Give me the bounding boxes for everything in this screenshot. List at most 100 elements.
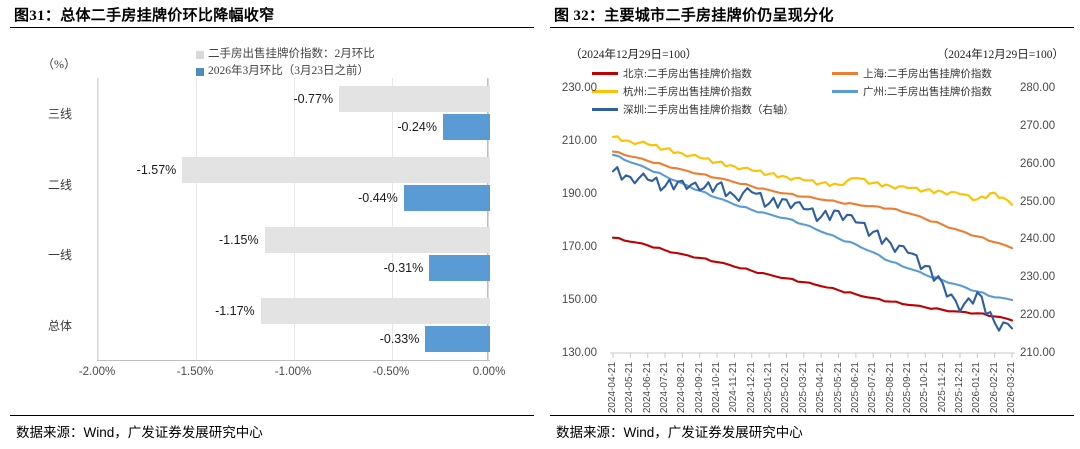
line-series-2 xyxy=(611,150,1014,250)
legend-item-2: 上海:二手房出售挂牌价指数 xyxy=(832,66,992,81)
bar-category-label: 二线 xyxy=(47,177,72,192)
line-x-date-label: 2024-04-21 xyxy=(607,362,618,414)
bar-三线-series2 xyxy=(442,114,490,141)
legend-row: 北京:二手房出售挂牌价指数 上海:二手房出售挂牌价指数 xyxy=(592,66,1062,81)
legend-swatch-icon-gray xyxy=(196,50,204,59)
line-x-date-label: 2026-01-21 xyxy=(971,362,983,414)
bar-value-label: -0.44% xyxy=(358,190,398,205)
line-x-date-label: 2024-09-21 xyxy=(693,362,705,414)
legend-row: 杭州:二手房出售挂牌价指数 广州:二手房出售挂牌价指数 xyxy=(592,84,1062,99)
legend-line-icon xyxy=(592,90,618,93)
legend-item-1: 北京:二手房出售挂牌价指数 xyxy=(592,66,832,81)
bar-gridline xyxy=(294,78,295,360)
line-x-date-label: 2024-07-21 xyxy=(659,362,671,414)
line-x-date-label: 2024-12-21 xyxy=(745,362,757,414)
line-chart-legend: 北京:二手房出售挂牌价指数 上海:二手房出售挂牌价指数杭州:二手房出售挂牌价指数 广… xyxy=(592,66,1062,120)
line-x-date-label: 2024-10-21 xyxy=(711,362,723,414)
left-source-prefix: 数据来源： xyxy=(16,425,84,440)
line-x-date-label: 2025-08-21 xyxy=(884,362,896,414)
bar-zero-baseline xyxy=(487,78,488,360)
line-x-date-label: 2025-04-21 xyxy=(815,362,827,414)
line-series-5 xyxy=(611,166,1014,332)
bar-二线-series2 xyxy=(403,184,490,211)
legend-item-3: 杭州:二手房出售挂牌价指数 xyxy=(592,84,832,99)
bar-value-label: -1.15% xyxy=(218,233,259,248)
line-x-date-label: 2025-03-21 xyxy=(797,362,809,414)
legend-line-icon xyxy=(592,72,618,75)
bar-category-label: 总体 xyxy=(47,318,72,333)
bar-一线-series1 xyxy=(264,227,490,254)
bar-chart-legend: 二手房出售挂牌价指数：2月环比 2026年3月环比（3月23日之前） xyxy=(196,46,375,80)
base-note-right: （2024年12月29日=100） xyxy=(936,49,1064,61)
bar-x-tick-label: -2.00% xyxy=(78,366,116,378)
right-figure-panel: 图 32：主要城市二手房挂牌价仍呈现分化 （2024年12月29日=100） （… xyxy=(540,0,1080,449)
bar-x-axis-line xyxy=(97,360,490,361)
line-x-date-label: 2024-11-21 xyxy=(728,362,740,413)
line-y-right-tick-label: 210.00 xyxy=(1020,347,1056,359)
line-x-date-label: 2025-05-21 xyxy=(832,362,844,414)
bar-value-label: -0.33% xyxy=(379,331,420,346)
legend-item-5: 深圳:二手房出售挂牌价指数（右轴） xyxy=(592,102,832,117)
line-series-1 xyxy=(611,236,1014,322)
right-source-suffix: ，广发证券发展研究中心 xyxy=(654,425,803,440)
left-source-suffix: ，广发证券发展研究中心 xyxy=(114,425,263,440)
line-x-date-label: 2024-05-21 xyxy=(624,362,636,414)
bar-总体-series1 xyxy=(260,297,490,324)
bar-一线-series2 xyxy=(429,255,490,282)
line-x-date-label: 2025-10-21 xyxy=(919,362,931,414)
legend-label: 北京:二手房出售挂牌价指数 xyxy=(623,69,752,80)
line-series-3 xyxy=(611,135,1014,206)
line-chart: （2024年12月29日=100） （2024年12月29日=100） 北京:二… xyxy=(540,30,1080,413)
left-footer-divider xyxy=(10,415,534,416)
right-source-note: 数据来源：Wind，广发证券发展研究中心 xyxy=(556,421,803,441)
line-x-date-label: 2025-02-21 xyxy=(780,362,792,414)
line-y-left-tick-label: 230.00 xyxy=(561,82,597,94)
legend-label-mar: 2026年3月环比（3月23日之前） xyxy=(208,65,369,77)
bar-gridline xyxy=(98,78,99,360)
line-y-right-tick-label: 260.00 xyxy=(1020,157,1056,170)
right-footer-divider xyxy=(550,415,1074,416)
legend-label: 杭州:二手房出售挂牌价指数 xyxy=(623,87,752,98)
line-y-right-tick-label: 250.00 xyxy=(1020,195,1056,208)
line-y-right-tick-label: 230.00 xyxy=(1020,271,1056,284)
right-source-latin: Wind xyxy=(623,425,655,440)
bar-value-label: -0.24% xyxy=(397,120,437,135)
line-x-date-label: 2026-03-21 xyxy=(1006,362,1017,414)
bar-value-label: -0.31% xyxy=(383,261,424,276)
bar-plot-area: -0.77% -0.24% -1.57% -0.44% -1.15% -0.31% -1.1… xyxy=(97,78,490,360)
bar-三线-series1 xyxy=(339,86,490,113)
line-y-left-tick-label: 170.00 xyxy=(561,241,597,253)
bar-x-tick-label: 0.00% xyxy=(472,366,506,378)
left-figure-title: 图31：总体二手房挂牌价环比降幅收窄 xyxy=(14,8,275,24)
legend-label: 广州:二手房出售挂牌价指数 xyxy=(863,87,992,98)
line-y-left-tick-label: 210.00 xyxy=(561,135,597,147)
line-y-right-tick-label: 270.00 xyxy=(1020,119,1056,132)
line-plot-area xyxy=(610,88,1015,358)
bar-x-tick-label: -1.50% xyxy=(176,366,214,378)
line-x-date-label: 2025-06-21 xyxy=(849,362,861,414)
legend-item-feb: 二手房出售挂牌价指数：2月环比 xyxy=(196,46,375,63)
left-source-latin: Wind xyxy=(83,425,115,440)
left-figure-panel: 图31：总体二手房挂牌价环比降幅收窄 （%） 二手房出售挂牌价指数：2月环比 2… xyxy=(10,8,534,441)
bar-gridline xyxy=(392,78,393,360)
bar-value-label: -0.77% xyxy=(293,92,334,107)
line-y-right-tick-label: 240.00 xyxy=(1020,233,1056,246)
legend-item-mar: 2026年3月环比（3月23日之前） xyxy=(196,63,375,80)
line-y-right-tick-label: 220.00 xyxy=(1020,309,1056,322)
bar-value-label: -1.57% xyxy=(136,162,177,177)
legend-label-feb: 二手房出售挂牌价指数：2月环比 xyxy=(208,48,375,60)
line-x-date-label: 2025-09-21 xyxy=(901,362,913,414)
left-title-divider xyxy=(10,27,534,28)
line-x-date-label: 2025-07-21 xyxy=(867,362,879,414)
left-source-note: 数据来源：Wind，广发证券发展研究中心 xyxy=(16,421,263,441)
bar-x-tick-label: -0.50% xyxy=(372,366,410,378)
line-y-left-tick-label: 150.00 xyxy=(561,294,597,306)
bar-axis-unit-label: （%） xyxy=(42,57,76,71)
bar-category-label: 三线 xyxy=(47,107,72,122)
bar-value-label: -1.17% xyxy=(215,303,255,318)
legend-line-icon xyxy=(592,108,618,111)
right-figure-title: 图 32：主要城市二手房挂牌价仍呈现分化 xyxy=(554,8,834,24)
line-x-date-label: 2024-08-21 xyxy=(676,362,688,414)
bar-category-label: 一线 xyxy=(47,248,72,263)
